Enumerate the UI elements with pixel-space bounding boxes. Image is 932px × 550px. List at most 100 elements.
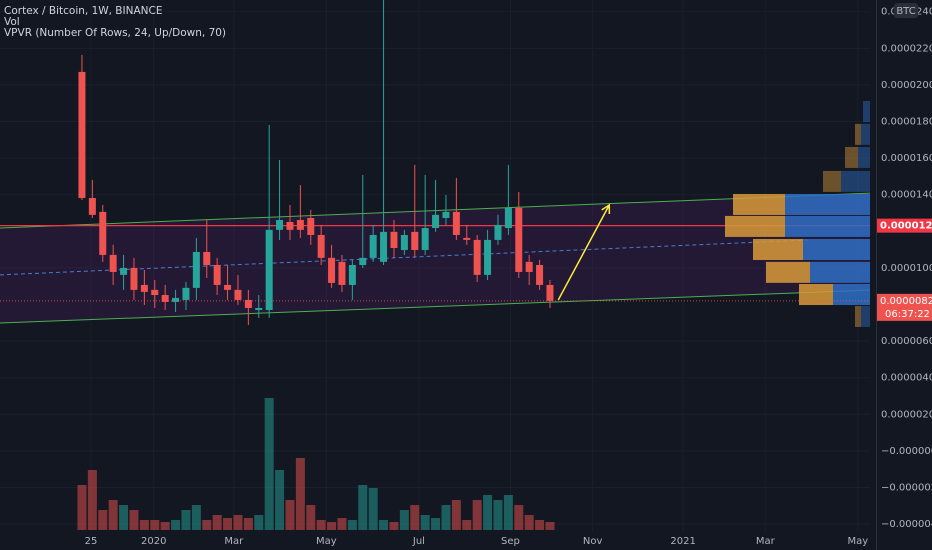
volume-legend: Vol [4, 16, 20, 28]
profile-down [766, 261, 810, 283]
candle-body [307, 217, 315, 235]
volume-bar [150, 520, 160, 530]
volume-bar [98, 510, 108, 530]
volume-bar [181, 510, 191, 530]
candle-body [276, 219, 284, 230]
candle-body [380, 231, 388, 262]
volume-bar [483, 495, 493, 530]
profile-down [823, 170, 841, 192]
candle-body [546, 284, 554, 301]
volume-bar [337, 518, 347, 530]
candle-body [182, 287, 190, 300]
candle-body [99, 211, 107, 255]
volume-bar [514, 505, 524, 530]
x-tick-label: Nov [583, 536, 603, 547]
volume-bar [191, 505, 201, 530]
volume-bar [545, 522, 555, 530]
volume-bar [503, 495, 513, 530]
candle-body [536, 264, 544, 285]
volume-bar [420, 515, 430, 530]
volume-bar [264, 398, 274, 530]
profile-legend: VPVR (Number Of Rows, 24, Up/Down, 70) [4, 27, 226, 39]
hline-price-label: 0.00001231 [880, 221, 932, 232]
candle-body [359, 257, 367, 265]
candle-body [234, 289, 242, 300]
candle-body [390, 231, 398, 248]
profile-down [725, 215, 785, 237]
candle-body [515, 207, 523, 272]
profile-down [855, 123, 861, 145]
volume-bar [285, 500, 295, 530]
x-tick-label: 25 [85, 536, 98, 547]
profile-down [753, 238, 803, 260]
volume-bar [160, 522, 170, 530]
x-tick-label: 2021 [670, 536, 695, 547]
candle-body [296, 219, 304, 230]
countdown-label: 06:37:22 [885, 309, 930, 320]
x-tick-label: Mar [756, 536, 776, 547]
profile-down [799, 284, 833, 306]
last-price-box [877, 293, 932, 321]
volume-bar [306, 505, 316, 530]
candle-body [244, 299, 252, 308]
y-tick-label: 0.00000200 [881, 409, 932, 420]
volume-bar [379, 520, 389, 530]
volume-bar [451, 500, 461, 530]
x-tick-label: May [847, 536, 868, 547]
profile-up [858, 146, 870, 168]
plot-area [0, 0, 870, 530]
volume-bar [295, 458, 305, 530]
candle-body [255, 308, 263, 311]
volume-bar [358, 485, 368, 530]
candle-body [452, 211, 460, 235]
candle-body [265, 229, 273, 311]
volume-bar [275, 470, 285, 530]
price-axis: 0.000024000.000022000.000020000.00001800… [877, 7, 932, 530]
x-tick-label: 2020 [141, 536, 166, 547]
volume-bar [441, 505, 451, 530]
profile-down [845, 146, 858, 168]
candle-body [411, 231, 419, 250]
currency-button-label[interactable]: BTC [896, 6, 915, 17]
volume-bar [171, 520, 181, 530]
candle-body [328, 257, 336, 283]
volume-bar [462, 520, 472, 530]
grid [0, 0, 870, 532]
profile-down [855, 305, 861, 327]
candle-body [78, 71, 86, 199]
channel-line [0, 192, 870, 229]
volume-bar [399, 510, 409, 530]
volume-bar [316, 520, 326, 530]
candle-body [494, 224, 502, 240]
candle-body [442, 211, 450, 218]
profile-up [810, 261, 870, 283]
candle-body [525, 261, 533, 272]
x-tick-label: Jul [412, 536, 425, 547]
candle-body [224, 284, 232, 290]
candle-body [286, 221, 294, 230]
profile-up [863, 101, 870, 122]
channel-line [0, 289, 870, 324]
volume-bar [77, 485, 87, 530]
volume-bar [327, 522, 337, 530]
currency-button[interactable] [894, 3, 918, 18]
y-tick-label: −0.00000000 [881, 446, 932, 457]
candle-body [130, 267, 138, 290]
candle-body [140, 284, 148, 292]
volume-bar [524, 515, 534, 530]
candle-body [369, 234, 377, 258]
x-tick-label: Sep [501, 536, 520, 547]
volume-bar [233, 515, 243, 530]
candle-body [161, 295, 169, 302]
candle-body [473, 239, 481, 275]
candle-body [421, 228, 429, 250]
candle-body [432, 214, 440, 229]
